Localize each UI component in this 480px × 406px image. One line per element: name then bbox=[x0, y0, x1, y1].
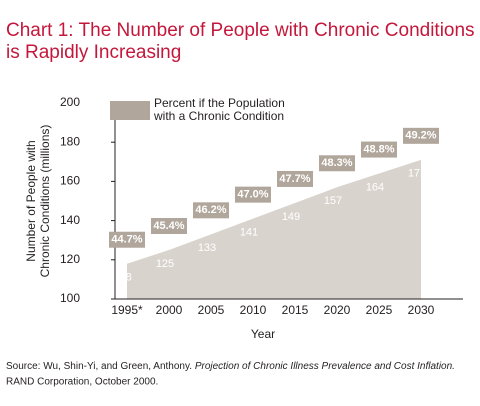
source-title: Projection of Chronic Illness Prevalence… bbox=[195, 361, 455, 372]
y-tick-label: 180 bbox=[60, 134, 80, 148]
y-axis-label-line: Number of People with bbox=[24, 140, 38, 261]
percent-box bbox=[319, 155, 355, 172]
percent-label: 47.0% bbox=[237, 189, 268, 201]
y-tick-label: 100 bbox=[60, 291, 80, 305]
y-tick-label: 120 bbox=[60, 252, 80, 266]
area-value-label: 149 bbox=[282, 211, 300, 223]
percent-label: 44.7% bbox=[111, 234, 142, 246]
y-tick-label: 140 bbox=[60, 213, 80, 227]
source-text: Source: Wu, Shin-Yi, and Green, Anthony. bbox=[6, 361, 195, 372]
chart-title-line: Chart 1: The Number of People with Chron… bbox=[6, 20, 475, 41]
source: Source: Wu, Shin-Yi, and Green, Anthony.… bbox=[6, 361, 455, 372]
percent-label: 49.2% bbox=[405, 130, 436, 142]
percent-label: 47.7% bbox=[279, 173, 310, 185]
x-tick-label: 2020 bbox=[324, 303, 351, 317]
area-value-label: 125 bbox=[156, 258, 174, 270]
x-axis-label: Year bbox=[251, 327, 275, 341]
percent-box bbox=[235, 186, 271, 203]
percent-box bbox=[361, 141, 397, 158]
percent-box bbox=[151, 218, 187, 234]
y-tick-label: 200 bbox=[60, 95, 80, 109]
chart-title-line: is Rapidly Increasing bbox=[6, 42, 181, 63]
x-tick-label: 1995* bbox=[111, 303, 143, 317]
percent-box bbox=[403, 127, 439, 144]
percent-label: 48.3% bbox=[321, 157, 352, 169]
x-tick-label: 2010 bbox=[240, 303, 267, 317]
percent-box bbox=[193, 202, 229, 219]
x-tick-label: 2000 bbox=[156, 303, 183, 317]
percent-box bbox=[109, 231, 145, 248]
y-axis-label: Number of People with Chronic Conditions… bbox=[24, 125, 52, 278]
legend-line: Percent if the Population bbox=[154, 96, 285, 110]
x-tick-label: 2015 bbox=[282, 303, 309, 317]
area-value-label: 141 bbox=[240, 227, 258, 239]
x-tick-label: 2005 bbox=[198, 303, 225, 317]
y-tick-label: 160 bbox=[60, 174, 80, 188]
area bbox=[127, 159, 421, 299]
x-tick-label: 2030 bbox=[408, 303, 435, 317]
legend-line: with a Chronic Condition bbox=[153, 109, 284, 123]
area-value-label: 157 bbox=[324, 195, 342, 207]
percent-box bbox=[277, 170, 313, 187]
area-value-label: 171 bbox=[408, 168, 426, 180]
y-axis-label-line: Chronic Conditions (millions) bbox=[38, 125, 52, 278]
legend-label: Percent if the Population with a Chronic … bbox=[153, 96, 285, 123]
x-tick-label: 2025 bbox=[366, 303, 393, 317]
area-value-label: 118 bbox=[114, 272, 132, 284]
percent-label: 45.4% bbox=[153, 220, 184, 232]
source-text: RAND Corporation, October 2000. bbox=[6, 377, 158, 388]
legend-swatch bbox=[110, 101, 150, 120]
area-value-label: 133 bbox=[198, 242, 216, 254]
percent-label: 48.8% bbox=[363, 143, 394, 155]
area-value-label: 164 bbox=[366, 181, 384, 193]
percent-label: 46.2% bbox=[195, 204, 226, 216]
